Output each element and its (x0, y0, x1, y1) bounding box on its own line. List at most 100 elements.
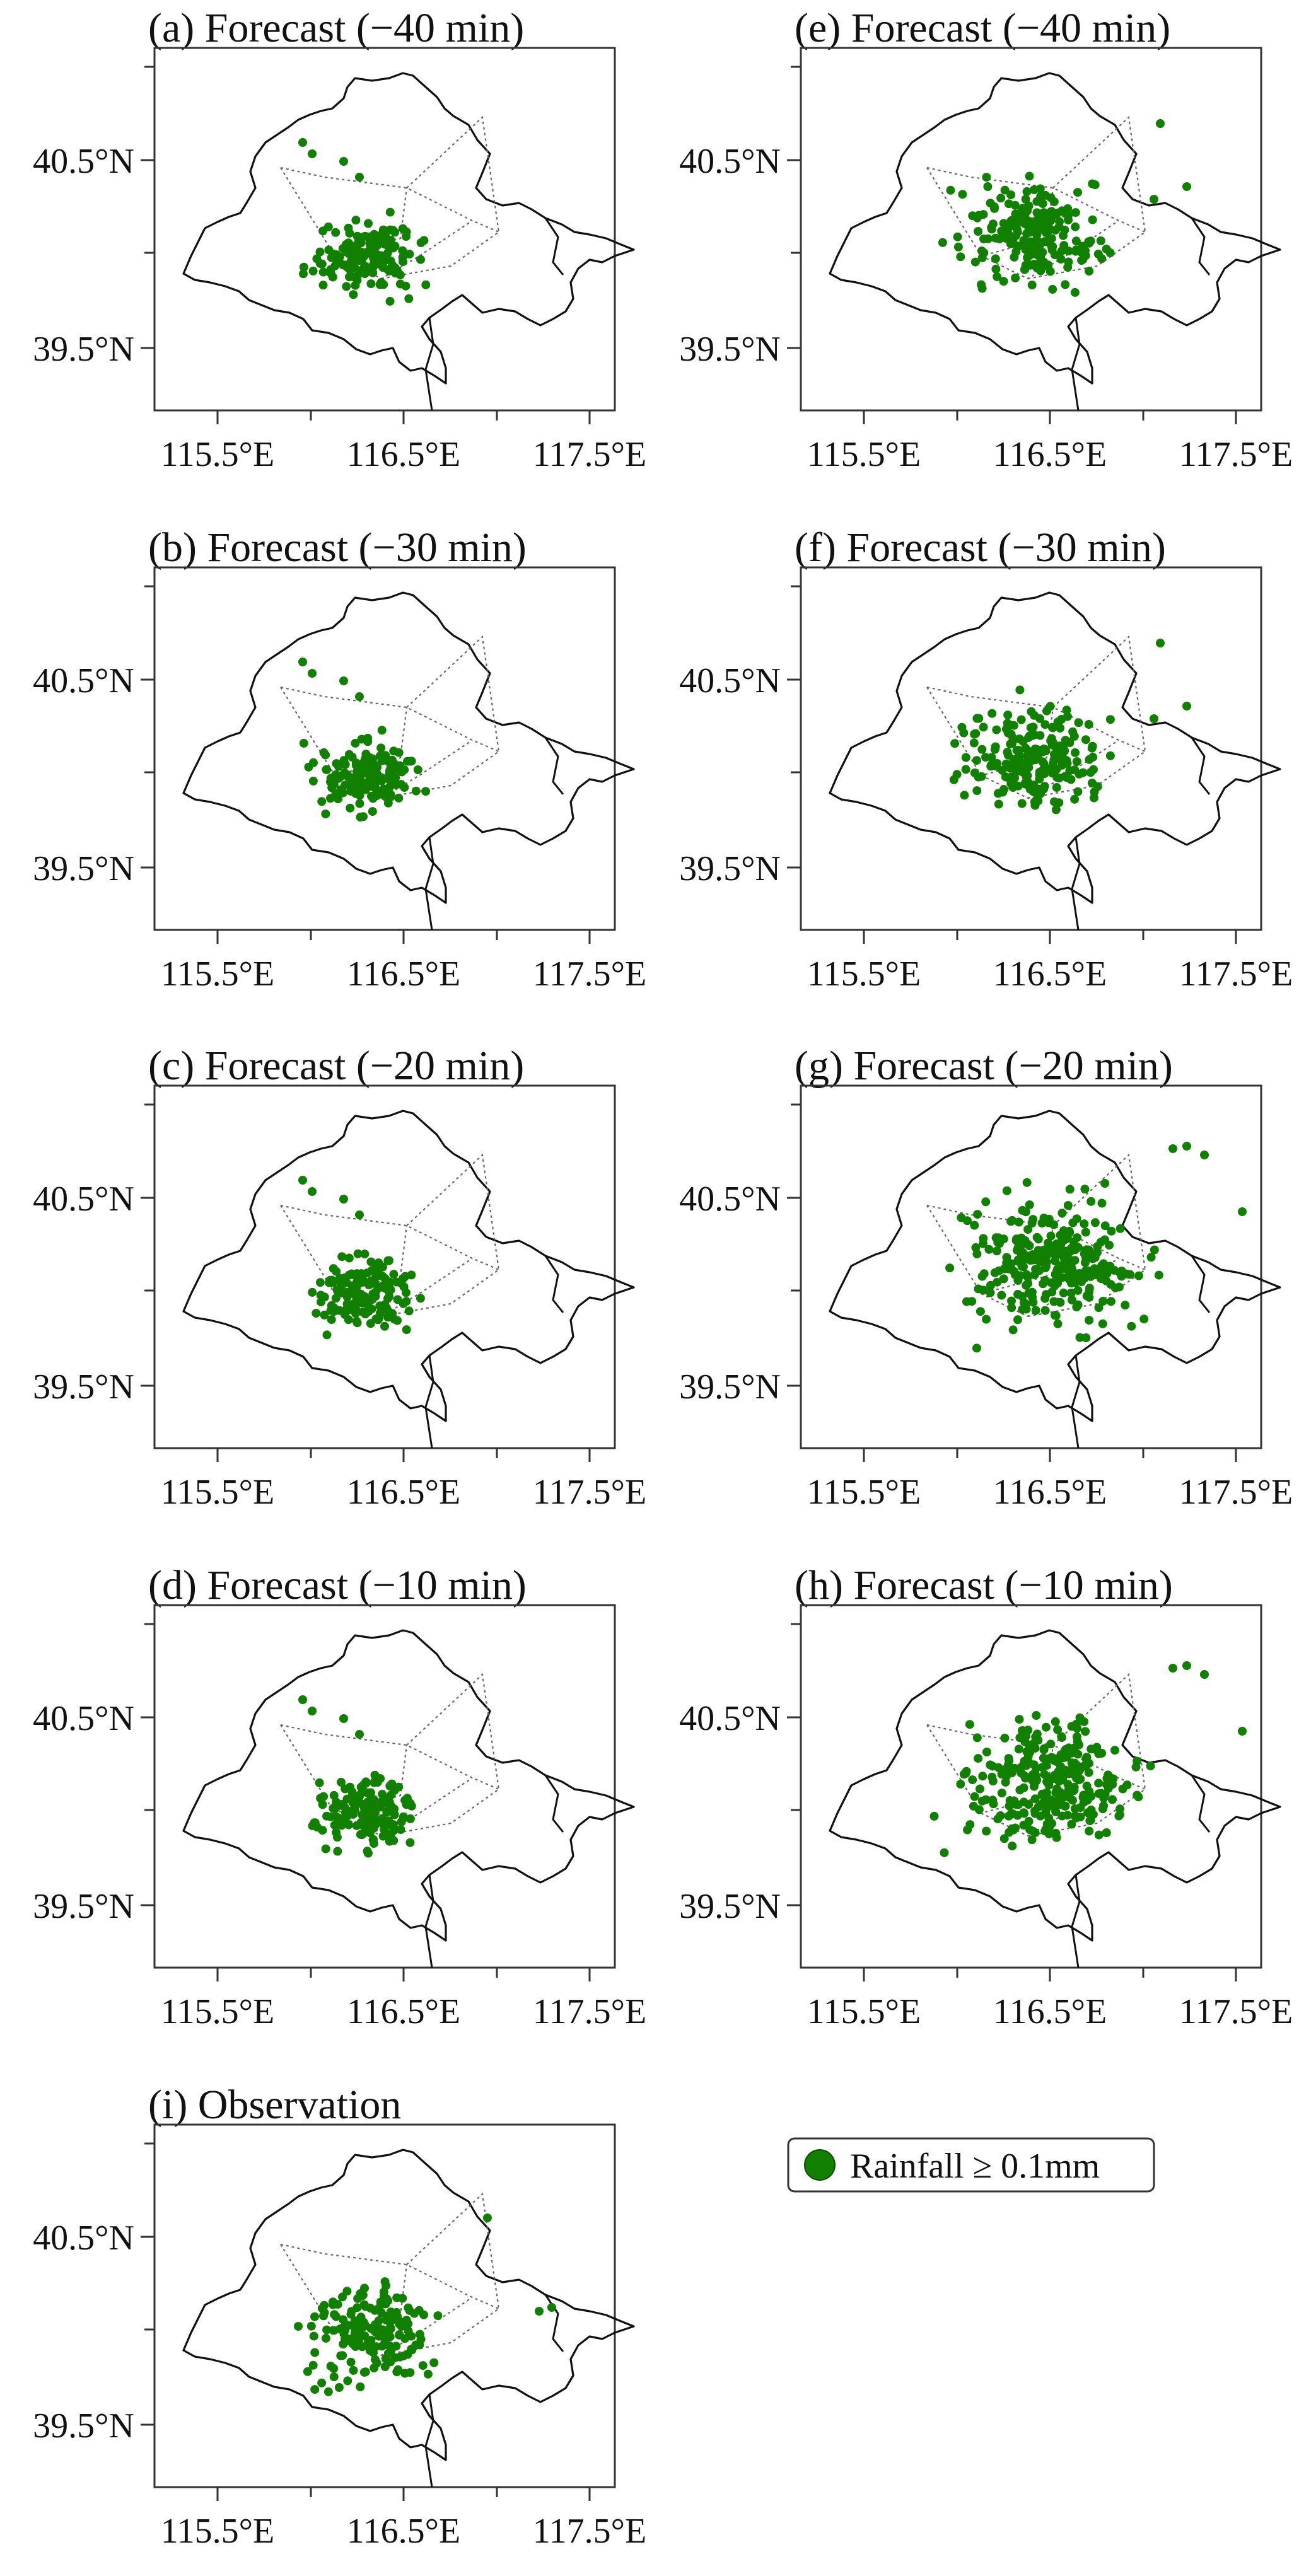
rain-station-point (350, 2316, 359, 2326)
rain-station-point (310, 2385, 320, 2394)
rain-station-point (982, 173, 991, 182)
rainfall-stations (938, 119, 1191, 297)
rain-station-point (1061, 1744, 1070, 1754)
map-panel-d: (d) Forecast (−10 min) 40.5°N 39.5°N 115.5°… (33, 1562, 646, 2031)
lon-tick-label: 116.5°E (347, 954, 461, 994)
rain-station-point (1085, 1316, 1094, 1325)
rain-station-point (989, 1799, 998, 1809)
rain-station-point (355, 799, 364, 808)
rain-station-point (1014, 1217, 1023, 1227)
rain-station-point (342, 2287, 352, 2296)
rain-station-point (1071, 748, 1080, 757)
rain-station-point (373, 2304, 382, 2314)
rain-station-point (1021, 1773, 1030, 1783)
rainfall-stations (945, 1142, 1247, 1353)
rain-station-point (1061, 736, 1070, 745)
rain-station-point (386, 1285, 395, 1294)
rain-station-point (1032, 745, 1042, 754)
lat-tick-label: 40.5°N (33, 142, 134, 181)
rain-station-point (1050, 250, 1059, 260)
rain-station-point (1011, 273, 1020, 282)
rain-station-point (1063, 1201, 1073, 1210)
rain-station-point (1046, 1739, 1056, 1749)
panel-title: (a) Forecast (−40 min) (148, 5, 524, 51)
rain-station-point (1013, 1315, 1022, 1325)
rain-station-point (1238, 1727, 1247, 1736)
rain-station-point (1003, 232, 1012, 241)
rain-station-point (1013, 1290, 1023, 1299)
rain-station-point (360, 2283, 369, 2293)
rain-station-point (976, 1307, 985, 1316)
rain-station-point (310, 2312, 319, 2321)
rain-station-point (978, 1772, 987, 1781)
rain-station-point (405, 250, 414, 259)
rain-station-point (960, 791, 969, 800)
rain-station-point (328, 272, 337, 282)
rain-station-point (1134, 1271, 1143, 1280)
rain-station-point (405, 1814, 415, 1823)
rain-station-point (1115, 1810, 1124, 1819)
rain-station-point (974, 714, 984, 723)
rain-station-point (374, 258, 383, 267)
rainfall-stations (298, 658, 431, 822)
rain-station-point (1018, 1205, 1027, 1215)
rain-station-point (327, 1315, 336, 1325)
rain-station-point (1063, 1811, 1073, 1820)
lon-tick-label: 116.5°E (993, 1992, 1107, 2031)
rain-station-point (1044, 1780, 1054, 1790)
rain-station-point (1023, 1225, 1033, 1234)
rainfall-stations (298, 1176, 425, 1340)
rain-station-point (1085, 267, 1094, 276)
rain-station-point (339, 788, 347, 798)
rain-station-point (319, 1792, 329, 1801)
rain-station-point (1019, 1783, 1028, 1792)
rain-station-point (1013, 1246, 1022, 1255)
rain-station-point (1038, 1789, 1047, 1799)
rain-station-point (973, 1210, 982, 1219)
rain-station-point (339, 1714, 348, 1723)
rain-station-point (1022, 187, 1032, 196)
rain-station-point (1039, 759, 1049, 769)
rain-station-point (1084, 237, 1093, 247)
rain-station-point (398, 1275, 407, 1284)
rain-station-point (1104, 1770, 1113, 1780)
rain-station-point (1027, 1287, 1037, 1297)
rain-station-point (382, 2316, 391, 2325)
rain-station-point (1071, 1767, 1081, 1776)
rain-station-point (402, 1288, 411, 1297)
rain-station-point (1057, 1733, 1066, 1743)
rain-station-point (991, 264, 1001, 274)
rain-station-point (1025, 1200, 1034, 1209)
rain-station-point (358, 763, 368, 772)
rain-station-point (974, 227, 983, 236)
rain-station-point (361, 2367, 370, 2377)
rain-station-point (308, 1821, 317, 1831)
lon-tick-label: 117.5°E (1179, 1992, 1293, 2031)
rain-station-point (1076, 1775, 1085, 1784)
plot-frame (800, 1084, 1262, 1449)
rain-station-point (1049, 762, 1057, 771)
rain-station-point (961, 753, 970, 762)
rain-station-point (390, 759, 399, 769)
rain-station-point (1057, 1209, 1067, 1218)
rain-station-point (327, 1301, 336, 1310)
rain-station-point (1039, 1798, 1049, 1807)
rain-station-point (999, 1274, 1008, 1284)
rain-station-point (419, 236, 429, 245)
rain-station-point (535, 2307, 544, 2316)
rain-station-point (416, 1294, 425, 1303)
rain-station-point (1072, 757, 1081, 766)
panel-title: (e) Forecast (−40 min) (795, 5, 1170, 51)
rain-station-point (1098, 1297, 1108, 1306)
rain-station-point (349, 290, 358, 299)
rain-station-point (1051, 1717, 1060, 1726)
rain-station-point (547, 2303, 556, 2312)
legend-label: Rainfall ≥ 0.1mm (850, 2147, 1100, 2186)
rain-station-point (1022, 1178, 1032, 1187)
rain-station-point (974, 1754, 983, 1763)
rain-station-point (1047, 1278, 1056, 1287)
rain-station-point (407, 2345, 417, 2355)
rain-station-point (1081, 251, 1090, 260)
rain-station-point (963, 1825, 972, 1835)
map-panel-e: (e) Forecast (−40 min) 40.5°N 39.5°N 115.5°… (679, 5, 1293, 474)
